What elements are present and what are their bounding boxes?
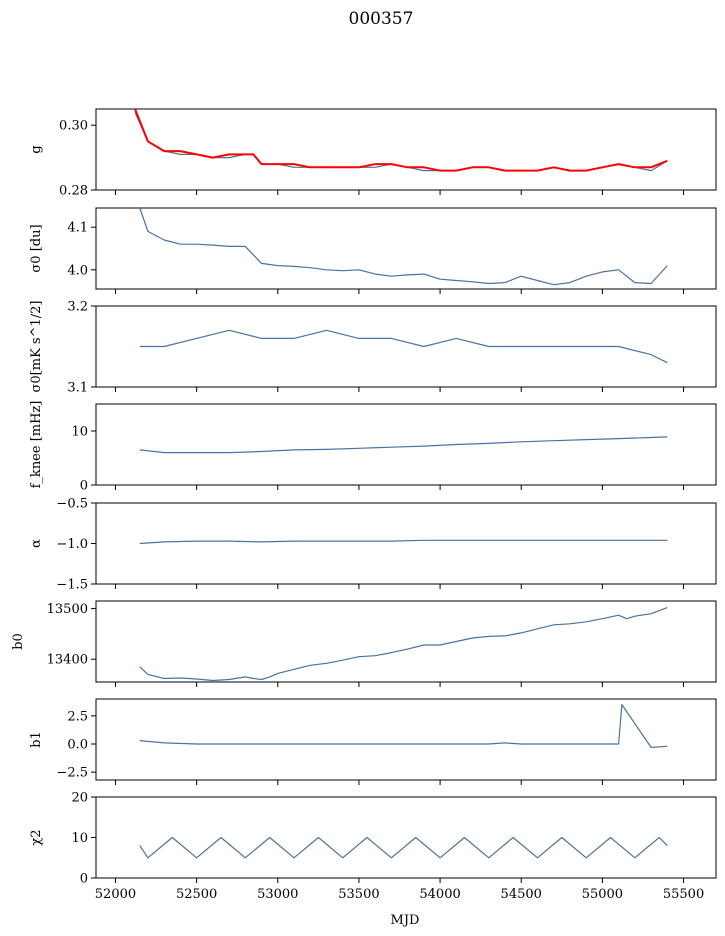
x-tick-label: 54000: [419, 887, 460, 902]
panel-6: 13400 13500 b0: [11, 600, 717, 687]
x-axis-label: MJD: [391, 913, 420, 928]
y-tick-label: −1.5: [56, 578, 88, 593]
series-line: [139, 329, 668, 364]
y-tick-label: 2.5: [67, 709, 88, 724]
panel-7: −2.5 0.0 2.5 b1: [29, 698, 717, 785]
y-tick-label: 0.28: [59, 184, 88, 199]
y-tick-label: 20: [71, 791, 88, 806]
x-tick-label: 52000: [95, 887, 136, 902]
y-axis-label: α: [29, 539, 44, 548]
y-tick-label: 13400: [47, 653, 88, 668]
y-tick-label: 3.2: [67, 300, 88, 315]
panel-2: 4.0 4.1 σ0 [du]: [29, 207, 717, 294]
series-line: [139, 436, 668, 454]
y-axis-label: b0: [11, 633, 26, 650]
panel-frame: [95, 600, 717, 683]
y-tick-label: −2.5: [56, 766, 88, 781]
y-tick-label: 3.1: [67, 381, 88, 396]
x-tick-label: 55500: [663, 887, 704, 902]
panel-3: 3.1 3.2 σ0[mK s^1/2]: [29, 300, 717, 396]
panel-frame: [95, 207, 717, 290]
panel-frame: [95, 698, 717, 781]
y-tick-label: 0.0: [67, 738, 88, 753]
x-tick-label: 52500: [176, 887, 217, 902]
y-tick-label: 0: [80, 479, 88, 494]
x-tick-label: 55000: [582, 887, 623, 902]
y-axis-label: χ2: [29, 829, 44, 845]
y-axis-label: g: [29, 145, 44, 153]
y-tick-label: 10: [71, 831, 88, 846]
y-axis-label: b1: [29, 731, 44, 748]
y-tick-label: 4.1: [67, 221, 88, 236]
y-tick-label: 0: [80, 872, 88, 887]
x-tick-label: 53500: [338, 887, 379, 902]
series-line: [139, 539, 668, 545]
y-axis-label: σ0 [du]: [29, 224, 44, 272]
x-tick-label: 53000: [257, 887, 298, 902]
y-axis-label: σ0[mK s^1/2]: [29, 301, 44, 393]
panel-frame: [95, 305, 717, 388]
series-line: [134, 111, 668, 172]
y-tick-label: −0.5: [56, 497, 88, 512]
panel-frame: [95, 108, 717, 191]
series-line: [134, 108, 668, 172]
panels: 0.28 0.30 g 4.0 4.1 σ0 [du] 3.1 3.2 σ0[mK s^1/2]…: [11, 108, 717, 902]
y-tick-label: 10: [71, 425, 88, 440]
y-tick-label: 0.30: [59, 119, 88, 134]
panel-frame: [95, 502, 717, 585]
series-line: [139, 607, 668, 682]
series-line: [139, 703, 668, 749]
panel-4: 0 10 f_knee [mHz]: [29, 401, 717, 494]
series-line: [139, 836, 668, 859]
panel-frame: [95, 796, 717, 879]
y-axis-label: f_knee [mHz]: [29, 401, 44, 489]
figure-title: 000357: [349, 9, 414, 29]
y-tick-label: 4.0: [67, 263, 88, 278]
x-tick-label: 54500: [501, 887, 542, 902]
panel-5: −1.5 −1.0 −0.5 α: [29, 497, 717, 593]
panel-8: 0 10 20 52000 52500 53000 53500 54000 54500 55000…: [29, 791, 717, 902]
y-tick-label: −1.0: [56, 537, 88, 552]
y-tick-label: 13500: [47, 602, 88, 617]
panel-frame: [95, 403, 717, 486]
series-line: [139, 207, 668, 286]
panel-1: 0.28 0.30 g: [29, 108, 717, 199]
